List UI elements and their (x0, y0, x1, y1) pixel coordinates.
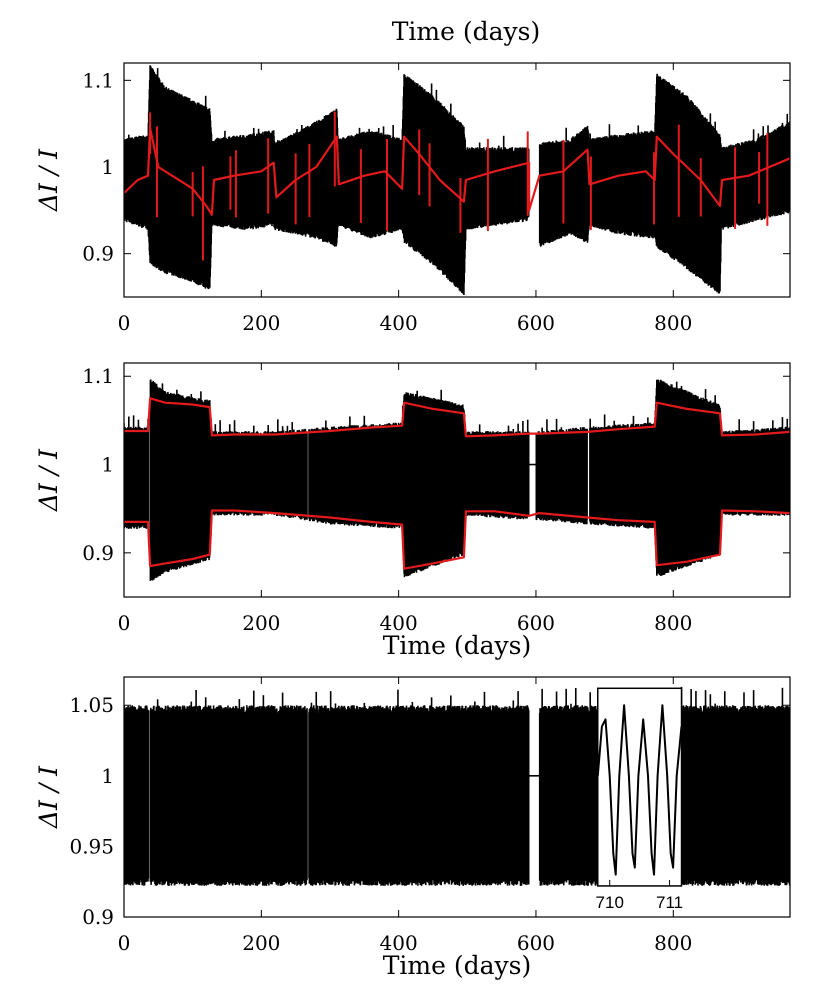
x-tick-label: 400 (380, 611, 418, 635)
y-tick-label: 0.9 (82, 541, 114, 565)
plot-area (124, 686, 790, 886)
middle-panel: 0 200 400 600 800 0.9 1 1.1 ΔI / I Time (days) (34, 362, 791, 660)
y-tick-label: 1.05 (69, 693, 114, 717)
red-curve-1 (124, 126, 790, 216)
signal-band-0 (124, 65, 790, 296)
x-tick-label: 800 (654, 311, 692, 335)
y-tick-label: 0.9 (82, 905, 114, 929)
y-tick-label: 1.1 (82, 364, 114, 388)
red-curve-1 (124, 397, 790, 438)
plot-area (124, 379, 790, 581)
spikes-0 (128, 68, 789, 150)
inset-tick-label: 710 (596, 893, 624, 912)
red-curve-2 (124, 509, 790, 570)
y-axis-label: ΔI / I (34, 448, 63, 512)
y-tick-label: 1 (101, 764, 114, 788)
top-panel: 0 200 400 600 800 0.9 1 1.1 ΔI / I (34, 62, 791, 335)
bottom-panel: 710 711 0 200 400 600 800 0.9 0.95 1 1.05 ΔI / I Tim… (34, 676, 791, 980)
signal-band-0 (124, 379, 790, 581)
y-axis-label: ΔI / I (34, 765, 63, 829)
top-time-axis-label: Time (days) (392, 17, 541, 46)
y-tick-label: 1 (101, 453, 114, 477)
x-tick-label: 400 (380, 311, 418, 335)
y-axis-label: ΔI / I (34, 148, 63, 212)
x-axis-label: Time (days) (383, 951, 532, 980)
y-tick-label: 1 (101, 155, 114, 179)
signal-band-0 (124, 705, 790, 886)
zoom-inset: 710 711 (596, 687, 683, 912)
inset-curve (596, 704, 683, 876)
plot-area (124, 65, 790, 296)
x-tick-label: 0 (118, 311, 131, 335)
x-axis-label: Time (days) (383, 631, 532, 660)
spikes-0 (124, 381, 789, 434)
y-tick-label: 0.9 (82, 242, 114, 266)
y-tick-label: 1.1 (82, 68, 114, 92)
x-tick-label: 0 (118, 611, 131, 635)
x-tick-label: 600 (517, 311, 555, 335)
x-tick-label: 800 (654, 611, 692, 635)
x-tick-label: 800 (654, 931, 692, 955)
axes-frame (123, 676, 791, 918)
x-tick-label: 0 (118, 931, 131, 955)
x-tick-label: 200 (242, 611, 280, 635)
axes-frame (123, 62, 791, 298)
y-tick-label: 0.95 (69, 834, 114, 858)
x-tick-label: 400 (380, 931, 418, 955)
x-tick-label: 200 (242, 931, 280, 955)
x-tick-label: 600 (517, 611, 555, 635)
x-tick-label: 200 (242, 311, 280, 335)
x-tick-label: 600 (517, 931, 555, 955)
axes-frame (123, 362, 791, 598)
inset-tick-label: 711 (656, 893, 683, 912)
